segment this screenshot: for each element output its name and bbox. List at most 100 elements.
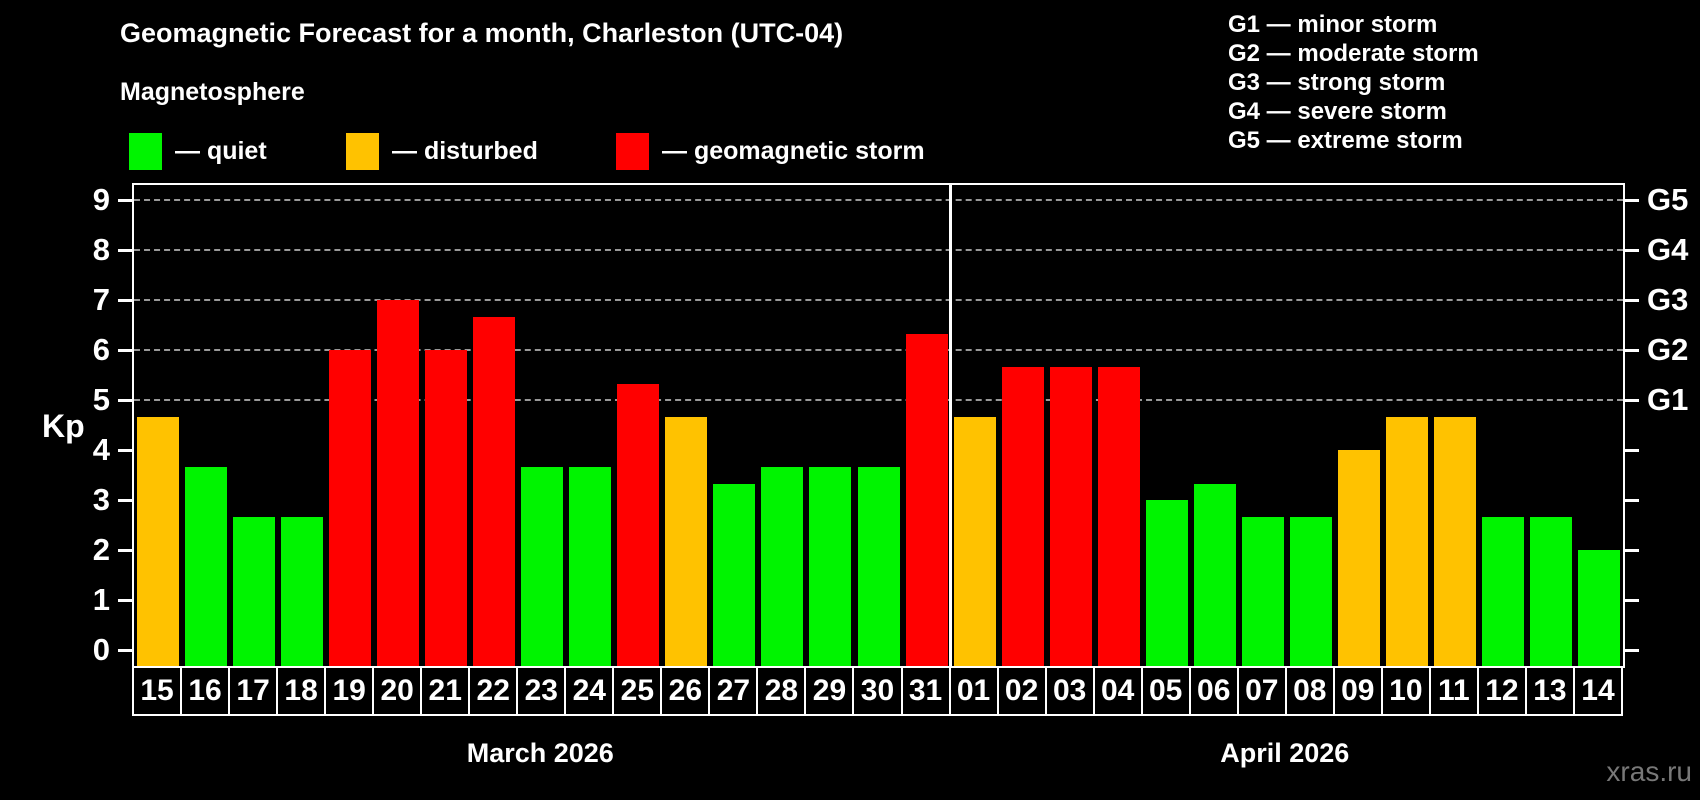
date-cell-18: 18 (276, 666, 327, 716)
quiet-color-swatch (129, 132, 162, 170)
bar-day-05 (1145, 500, 1188, 666)
right-axis-label-G2: G2 (1647, 332, 1689, 367)
g-scale-row: G3 — strong storm (1228, 69, 1446, 96)
y-tick-label-7: 7 (92, 282, 110, 317)
date-cell-13: 13 (1524, 666, 1575, 716)
right-axis-label-G4: G4 (1647, 232, 1689, 267)
storm-color-swatch (616, 132, 649, 170)
g-scale-legend: G1 — minor storm G2 — moderate storm G3 — … (1228, 10, 1479, 155)
gridline-kp-8 (134, 249, 1623, 251)
bar-day-06 (1193, 483, 1236, 666)
bar-day-20 (377, 300, 420, 666)
right-axis-label-G1: G1 (1647, 382, 1689, 417)
left-tick-7 (118, 299, 132, 302)
date-cell-06: 06 (1188, 666, 1239, 716)
legend-item-disturbed: — disturbed (346, 132, 538, 170)
date-cell-09: 09 (1332, 666, 1383, 716)
date-cell-31: 31 (900, 666, 951, 716)
bar-day-13 (1529, 516, 1572, 666)
bar-day-03 (1049, 366, 1092, 666)
right-axis-label-G3: G3 (1647, 282, 1689, 317)
y-tick-label-6: 6 (92, 332, 110, 367)
date-cell-30: 30 (852, 666, 903, 716)
y-tick-label-1: 1 (92, 582, 110, 617)
right-tick-9 (1625, 199, 1639, 202)
y-tick-label-8: 8 (92, 232, 110, 267)
legend-label: — geomagnetic storm (662, 136, 925, 165)
left-tick-4 (118, 449, 132, 452)
right-tick-0 (1625, 649, 1639, 652)
bar-day-09 (1337, 450, 1380, 666)
date-cell-14: 14 (1572, 666, 1623, 716)
date-cell-05: 05 (1140, 666, 1191, 716)
gridline-kp-6 (134, 349, 1623, 351)
date-cell-01: 01 (948, 666, 999, 716)
g-scale-row: G1 — minor storm (1228, 11, 1438, 38)
gridline-kp-7 (134, 299, 1623, 301)
date-cell-04: 04 (1092, 666, 1143, 716)
bar-day-24 (569, 466, 612, 666)
right-tick-4 (1625, 449, 1639, 452)
legend-item-storm: — geomagnetic storm (616, 132, 925, 170)
bar-day-19 (329, 350, 372, 666)
g-scale-row: G5 — extreme storm (1228, 127, 1463, 154)
date-cell-29: 29 (804, 666, 855, 716)
left-tick-5 (118, 399, 132, 402)
bar-day-23 (521, 466, 564, 666)
bar-day-28 (761, 466, 804, 666)
month-label-1: April 2026 (1220, 738, 1350, 768)
date-cell-03: 03 (1044, 666, 1095, 716)
date-cell-08: 08 (1284, 666, 1335, 716)
right-axis-label-G5: G5 (1647, 182, 1689, 217)
legend-item-quiet: — quiet (129, 132, 267, 170)
date-cell-22: 22 (468, 666, 519, 716)
bar-day-15 (137, 416, 180, 666)
right-tick-6 (1625, 349, 1639, 352)
right-tick-3 (1625, 499, 1639, 502)
date-cell-02: 02 (996, 666, 1047, 716)
g-scale-row: G2 — moderate storm (1228, 40, 1479, 67)
right-tick-8 (1625, 249, 1639, 252)
date-cell-17: 17 (228, 666, 279, 716)
date-cell-15: 15 (132, 666, 183, 716)
disturbed-color-swatch (346, 132, 379, 170)
bar-day-07 (1241, 516, 1284, 666)
y-axis-title: Kp (42, 408, 85, 444)
month-separator-line (949, 185, 953, 666)
left-tick-3 (118, 499, 132, 502)
gridline-kp-9 (134, 199, 1623, 201)
bar-day-11 (1433, 416, 1476, 666)
right-tick-2 (1625, 549, 1639, 552)
legend-label: — quiet (175, 136, 267, 165)
left-tick-0 (118, 649, 132, 652)
bar-day-25 (617, 383, 660, 666)
bar-day-22 (473, 316, 516, 666)
left-tick-8 (118, 249, 132, 252)
left-tick-2 (118, 549, 132, 552)
bar-day-02 (1001, 366, 1044, 666)
y-tick-label-3: 3 (92, 482, 110, 517)
watermark: xras.ru (1606, 756, 1692, 787)
date-cell-19: 19 (324, 666, 375, 716)
left-tick-9 (118, 199, 132, 202)
bar-day-17 (233, 516, 276, 666)
date-cell-20: 20 (372, 666, 423, 716)
bar-day-12 (1481, 516, 1524, 666)
bar-day-04 (1097, 366, 1140, 666)
date-cell-26: 26 (660, 666, 711, 716)
date-cell-25: 25 (612, 666, 663, 716)
bar-day-18 (281, 516, 324, 666)
g-scale-row: G4 — severe storm (1228, 98, 1447, 125)
y-tick-label-0: 0 (92, 632, 110, 667)
date-cell-16: 16 (180, 666, 231, 716)
bar-day-01 (953, 416, 996, 666)
y-tick-label-5: 5 (92, 382, 110, 417)
bar-day-30 (857, 466, 900, 666)
date-cell-27: 27 (708, 666, 759, 716)
date-cell-21: 21 (420, 666, 471, 716)
date-cell-24: 24 (564, 666, 615, 716)
left-tick-1 (118, 599, 132, 602)
plot-area (132, 183, 1625, 668)
date-cell-07: 07 (1236, 666, 1287, 716)
